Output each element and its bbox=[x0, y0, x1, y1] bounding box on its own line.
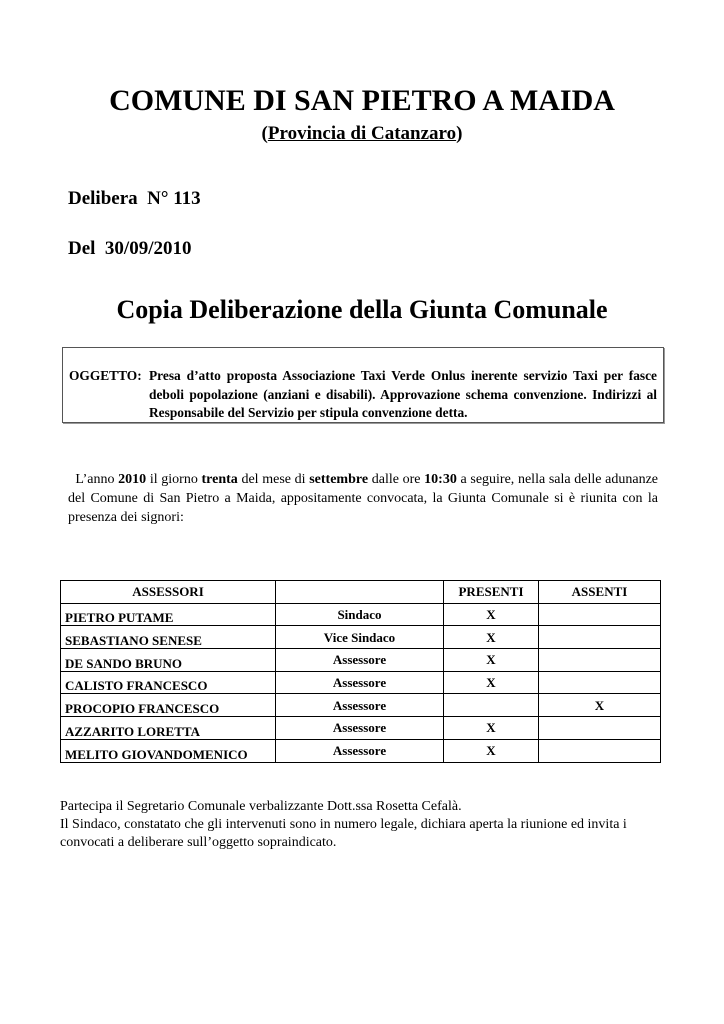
role-cell: Assessore bbox=[275, 693, 444, 718]
intro-day: trenta bbox=[201, 472, 238, 487]
presenti-cell: X bbox=[443, 602, 539, 627]
assenti-cell bbox=[538, 670, 661, 695]
table-row: DE SANDO BRUNO Assessore X bbox=[60, 648, 661, 672]
name-cell: SEBASTIANO SENESE bbox=[60, 625, 276, 650]
table-row: PIETRO PUTAME Sindaco X bbox=[60, 602, 661, 627]
presenti-cell bbox=[443, 693, 539, 718]
role-cell: Vice Sindaco bbox=[275, 625, 444, 650]
assenti-cell bbox=[538, 716, 661, 740]
name-cell: MELITO GIOVANDOMENICO bbox=[60, 738, 276, 763]
delibera-date: Del 30/09/2010 bbox=[68, 238, 192, 259]
footer-line: Il Sindaco, constatato che gli intervenu… bbox=[60, 817, 627, 850]
table-row: PROCOPIO FRANCESCO Assessore X bbox=[60, 693, 661, 718]
paren-close: ) bbox=[456, 123, 463, 144]
intro-month: settembre bbox=[309, 472, 369, 487]
table-header-row: ASSESSORI PRESENTI ASSENTI bbox=[60, 580, 661, 604]
assenti-cell bbox=[538, 648, 661, 672]
document-title: COMUNE DI SAN PIETRO A MAIDA bbox=[109, 84, 615, 117]
assenti-cell bbox=[538, 602, 661, 627]
intro-time: 10:30 bbox=[424, 472, 457, 487]
document-subtitle: (Provincia di Catanzaro) bbox=[0, 123, 724, 145]
table-row: SEBASTIANO SENESE Vice Sindaco X bbox=[60, 625, 661, 650]
intro-text: a seguire, nella sala delle adunanze del… bbox=[68, 472, 659, 525]
presenti-cell: X bbox=[443, 648, 539, 672]
intro-paragraph: L’anno 2010 il giorno trenta del mese di… bbox=[68, 470, 658, 527]
table-row: CALISTO FRANCESCO Assessore X bbox=[60, 670, 661, 695]
assenti-cell bbox=[538, 738, 661, 763]
oggetto-box: OGGETTO: Presa d’atto proposta Associazi… bbox=[62, 347, 664, 423]
intro-text: del mese di bbox=[237, 472, 310, 487]
intro-text: il giorno bbox=[146, 472, 202, 487]
oggetto-label: OGGETTO: bbox=[69, 368, 142, 383]
table-row: MELITO GIOVANDOMENICO Assessore X bbox=[60, 738, 661, 763]
assenti-cell bbox=[538, 625, 661, 650]
footer-text: Partecipa il Segretario Comunale verbali… bbox=[60, 798, 670, 852]
name-cell: DE SANDO BRUNO bbox=[60, 648, 276, 672]
document-heading: Copia Deliberazione della Giunta Comunal… bbox=[116, 295, 608, 324]
intro-year: 2010 bbox=[118, 472, 147, 487]
name-cell: ASSESSORI bbox=[60, 580, 276, 604]
presenti-cell: X bbox=[443, 670, 539, 695]
presenti-cell: X bbox=[443, 738, 539, 763]
attendance-table: ASSESSORI PRESENTI ASSENTI PIETRO PUTAME Sin… bbox=[60, 580, 661, 763]
role-cell bbox=[275, 580, 444, 604]
paren-open: ( bbox=[261, 123, 268, 144]
name-cell: PIETRO PUTAME bbox=[60, 602, 276, 627]
oggetto-text: Presa d’atto proposta Associazione Taxi … bbox=[149, 368, 657, 420]
assenti-cell: ASSENTI bbox=[538, 580, 661, 604]
name-cell: AZZARITO LORETTA bbox=[60, 716, 276, 740]
name-cell: PROCOPIO FRANCESCO bbox=[60, 693, 276, 718]
assenti-cell: X bbox=[538, 693, 661, 718]
table-row: AZZARITO LORETTA Assessore X bbox=[60, 716, 661, 740]
role-cell: Sindaco bbox=[275, 602, 444, 627]
name-cell: CALISTO FRANCESCO bbox=[60, 670, 276, 695]
intro-text: L’anno bbox=[75, 472, 119, 487]
role-cell: Assessore bbox=[275, 648, 444, 672]
presenti-cell: X bbox=[443, 625, 539, 650]
province-name: Provincia di Catanzaro bbox=[267, 123, 457, 144]
role-cell: Assessore bbox=[275, 738, 444, 763]
presenti-cell: PRESENTI bbox=[443, 580, 539, 604]
footer-line: Partecipa il Segretario Comunale verbali… bbox=[60, 799, 462, 814]
role-cell: Assessore bbox=[275, 716, 444, 740]
role-cell: Assessore bbox=[275, 670, 444, 695]
presenti-cell: X bbox=[443, 716, 539, 740]
delibera-number: Delibera N° 113 bbox=[68, 188, 201, 209]
intro-text: dalle ore bbox=[368, 472, 425, 487]
